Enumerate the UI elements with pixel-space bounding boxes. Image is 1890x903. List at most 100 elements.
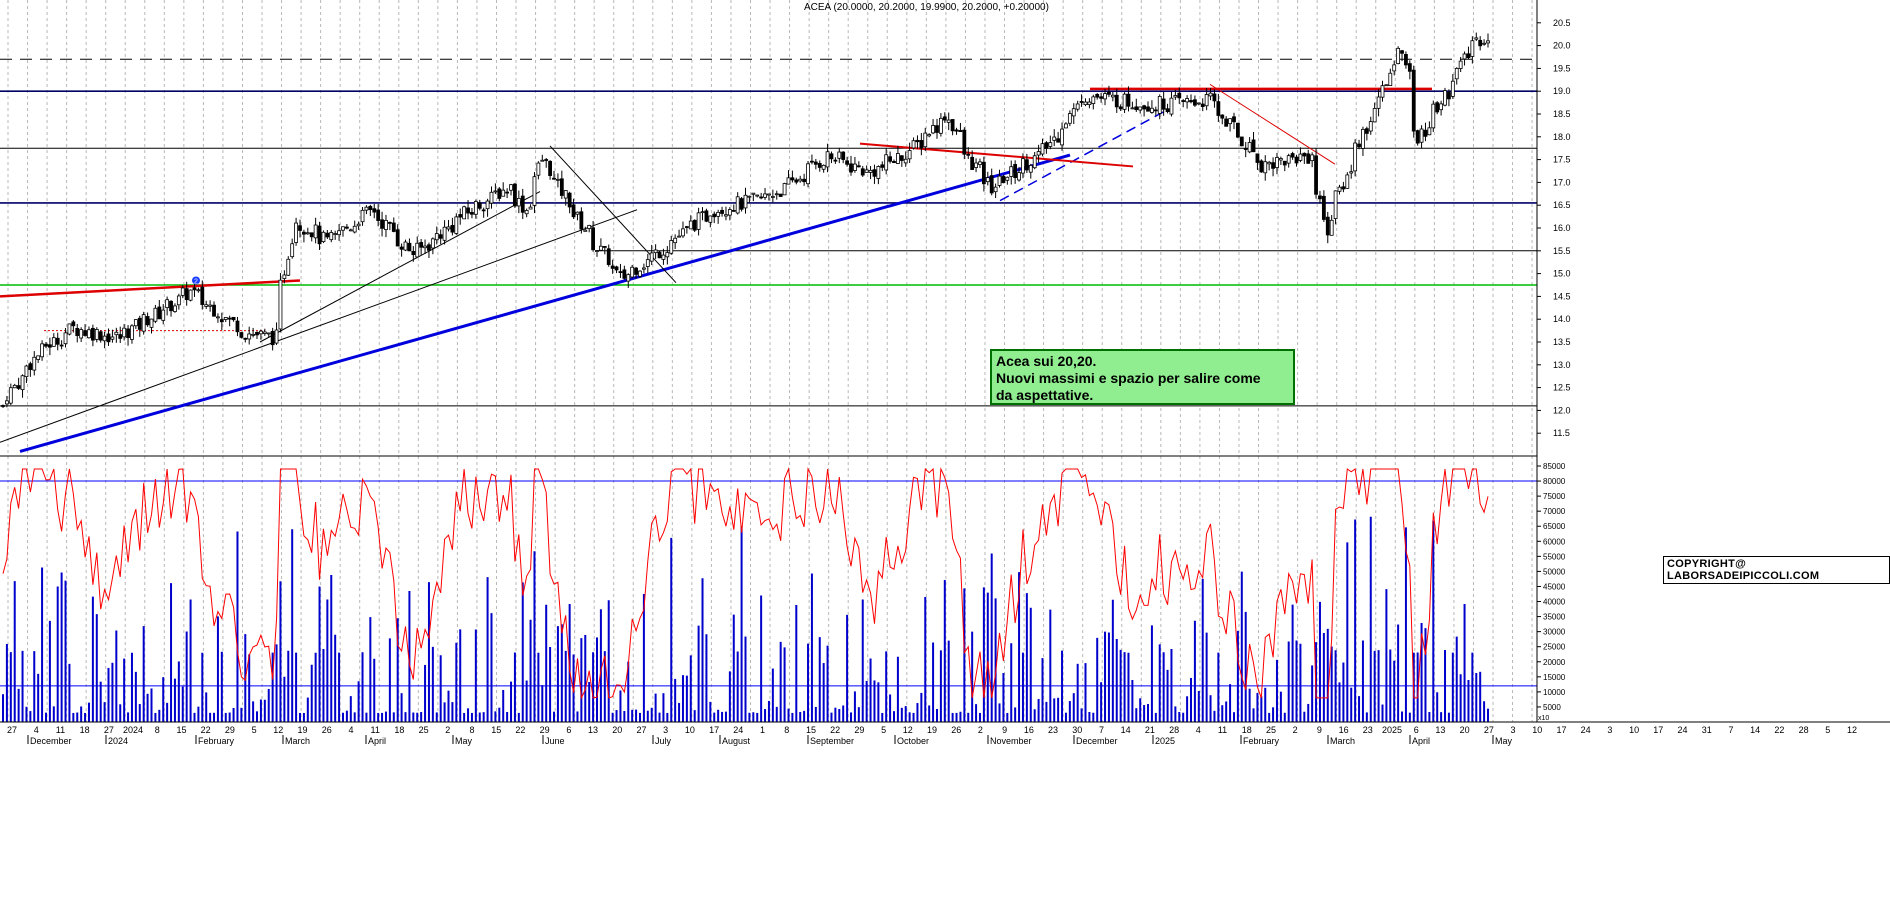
candle-body — [403, 241, 408, 251]
candle-body — [1036, 151, 1041, 156]
x-day-label: 18 — [394, 725, 404, 735]
candle-body — [32, 356, 37, 371]
candle-body — [348, 229, 353, 232]
x-day-label: 30 — [1072, 725, 1082, 735]
x-day-label: 2 — [978, 725, 983, 735]
candle-body — [75, 327, 80, 336]
x-day-label: 13 — [588, 725, 598, 735]
x-day-label: 25 — [1266, 725, 1276, 735]
x-day-label: 12 — [1847, 725, 1857, 735]
candle-body — [567, 192, 572, 208]
x-day-label: 27 — [636, 725, 646, 735]
candle-body — [24, 365, 29, 378]
candle-body — [1189, 100, 1193, 103]
candle-body — [333, 233, 338, 235]
candle-body — [184, 288, 189, 300]
candle-body — [993, 186, 998, 193]
candle-body — [325, 232, 330, 238]
x-day-label: 13 — [1435, 725, 1445, 735]
candle-body — [430, 238, 435, 249]
pattern-marker-label: 2 — [194, 278, 198, 285]
y-tick-label: 15.5 — [1553, 246, 1571, 256]
candle-body — [989, 175, 994, 194]
candle-body — [130, 325, 134, 340]
candle-body — [974, 162, 978, 168]
candle-body — [1185, 98, 1189, 103]
x-day-label: 23 — [1048, 725, 1058, 735]
y-tick-label: 45000 — [1543, 582, 1566, 591]
candle-body — [888, 156, 892, 162]
x-day-label: 10 — [1629, 725, 1639, 735]
candle-body — [309, 232, 314, 238]
chart-title: ACEA (20.0000, 20.2000, 19.9900, 20.2000… — [804, 2, 1049, 13]
candle-body — [1208, 92, 1213, 97]
candle-body — [255, 331, 259, 336]
x-day-label: 1 — [760, 725, 765, 735]
candle-body — [1368, 121, 1373, 132]
candle-body — [599, 245, 603, 251]
candle-body — [1040, 143, 1045, 155]
x-day-label: 20 — [612, 725, 622, 735]
candle-body — [329, 232, 334, 241]
x-day-label: 18 — [80, 725, 90, 735]
candle-body — [204, 304, 209, 307]
candle-body — [673, 237, 678, 244]
candle-body — [1122, 93, 1127, 110]
candle-body — [1462, 53, 1467, 60]
candle-body — [274, 329, 279, 344]
x-day-label: 2 — [445, 725, 450, 735]
y-tick-label: 16.0 — [1553, 223, 1571, 233]
candle-body — [223, 316, 228, 320]
candle-body — [978, 161, 982, 165]
candle-body — [899, 155, 904, 161]
candle-body — [501, 189, 506, 197]
candle-body — [1251, 139, 1256, 153]
candle-body — [802, 178, 807, 183]
x-day-label: 18 — [1242, 725, 1252, 735]
candle-body — [1325, 216, 1330, 236]
candle-body — [1341, 186, 1346, 190]
candle-body — [1357, 143, 1361, 148]
pattern-marker — [192, 276, 200, 285]
x-day-label: 17 — [1653, 725, 1663, 735]
candle-body — [571, 204, 576, 218]
x-month-label: June — [545, 736, 565, 746]
candle-body — [259, 330, 263, 335]
candle-body — [688, 220, 693, 230]
candle-body — [438, 234, 443, 239]
x-day-label: 4 — [34, 725, 39, 735]
candle-body — [645, 259, 650, 267]
candle-body — [798, 178, 803, 182]
candle-body — [716, 211, 721, 217]
candle-body — [270, 330, 275, 346]
annotation-box: Acea sui 20,20. Nuovi massimi e spazio p… — [990, 349, 1295, 405]
candle-body — [946, 119, 951, 123]
x-day-label: 22 — [201, 725, 211, 735]
candle-body — [981, 161, 986, 185]
candle-body — [1431, 103, 1436, 129]
candle-body — [47, 344, 52, 348]
x-day-label: 11 — [1218, 725, 1227, 735]
x-month-label: September — [810, 736, 854, 746]
candle-body — [884, 154, 889, 171]
candle-body — [833, 159, 838, 162]
candle-body — [1228, 118, 1232, 125]
candle-body — [305, 232, 310, 235]
annotation-line-3: da aspettative. — [996, 387, 1094, 403]
candle-body — [829, 153, 834, 160]
candle-body — [614, 266, 619, 271]
x-day-label: 5 — [252, 725, 257, 735]
candle-body — [610, 265, 615, 269]
candle-body — [1329, 219, 1334, 236]
candle-body — [1161, 98, 1166, 110]
candle-body — [1247, 142, 1252, 153]
y-tick-label: 60000 — [1543, 537, 1566, 546]
candle-body — [180, 287, 185, 296]
x-day-label: 7 — [1099, 725, 1104, 735]
candle-body — [966, 153, 971, 156]
candle-body — [825, 151, 830, 168]
candle-body — [302, 231, 306, 235]
candle-body — [618, 271, 623, 273]
candle-body — [1466, 53, 1471, 59]
candle-body — [40, 343, 44, 358]
